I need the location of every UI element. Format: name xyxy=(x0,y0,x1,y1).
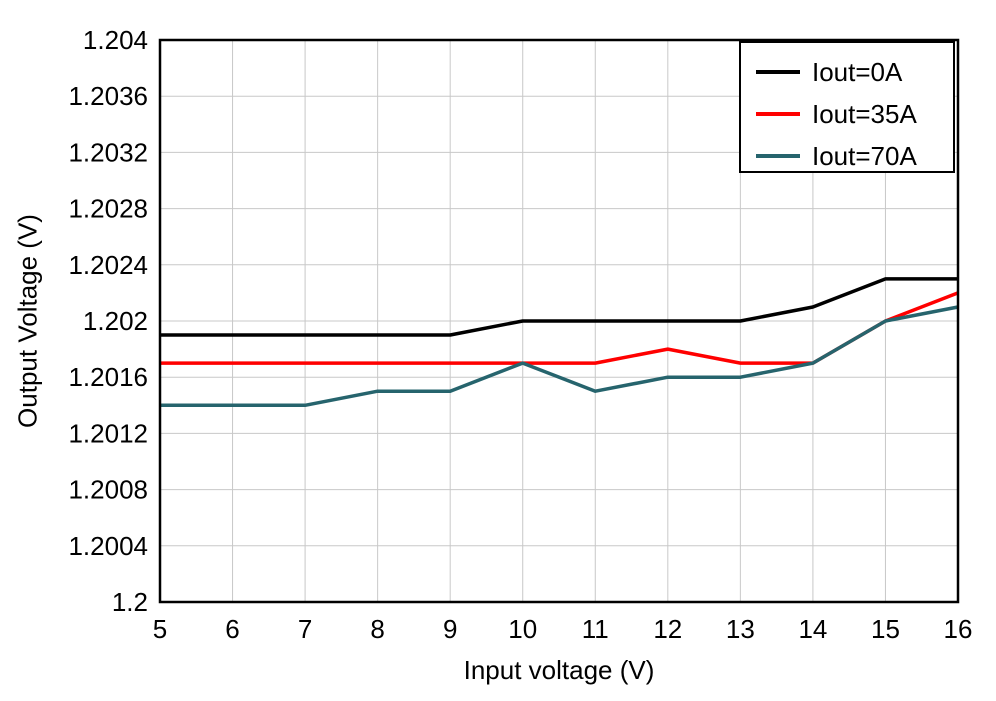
legend-label-Iout=0A: Iout=0A xyxy=(812,57,903,87)
y-axis-title: Output Voltage (V) xyxy=(12,214,43,428)
x-tick-label: 11 xyxy=(582,614,609,644)
x-tick-label: 5 xyxy=(153,614,167,644)
series-line-Iout=70A xyxy=(160,305,959,408)
x-axis-title: Input voltage (V) xyxy=(463,655,655,685)
y-tick-labels: 1.2 1.2004 1.2008 1.2012 1.2016 1.202 1.2024 1.… xyxy=(68,25,148,617)
legend-box xyxy=(739,41,955,173)
y-tick-label: 1.202 xyxy=(83,306,148,336)
x-tick-label: 8 xyxy=(370,614,384,644)
series-lines xyxy=(160,277,959,408)
x-tick-labels: 5 6 7 8 9 10 11 12 13 14 15 16 xyxy=(153,614,973,644)
series-line-Iout=0A xyxy=(160,277,958,337)
x-tick-label: 12 xyxy=(653,614,682,644)
plot-border xyxy=(158,38,960,604)
x-tick-label: 14 xyxy=(798,614,827,644)
x-tick-label: 6 xyxy=(225,614,239,644)
y-tick-label: 1.2028 xyxy=(68,194,148,224)
x-tick-label: 7 xyxy=(298,614,312,644)
legend-label-Iout=35A: Iout=35A xyxy=(812,99,917,129)
y-tick-label: 1.2004 xyxy=(68,531,148,561)
y-tick-label: 1.2032 xyxy=(68,137,148,167)
y-tick-label: 1.2012 xyxy=(68,418,148,448)
x-tick-label: 9 xyxy=(443,614,457,644)
y-tick-label: 1.2024 xyxy=(68,250,148,280)
legend-label-Iout=70A: Iout=70A xyxy=(812,141,917,171)
y-tick-label: 1.204 xyxy=(83,25,148,55)
y-tick-label: 1.2 xyxy=(112,587,148,617)
y-tick-label: 1.2008 xyxy=(68,475,148,505)
y-tick-label: 1.2036 xyxy=(68,81,148,111)
x-tick-label: 10 xyxy=(508,614,537,644)
x-tick-label: 13 xyxy=(726,614,755,644)
x-tick-label: 16 xyxy=(944,614,973,644)
legend: Iout=0A Iout=35A Iout=70A xyxy=(739,41,955,173)
y-tick-label: 1.2016 xyxy=(68,362,148,392)
x-tick-label: 15 xyxy=(871,614,900,644)
